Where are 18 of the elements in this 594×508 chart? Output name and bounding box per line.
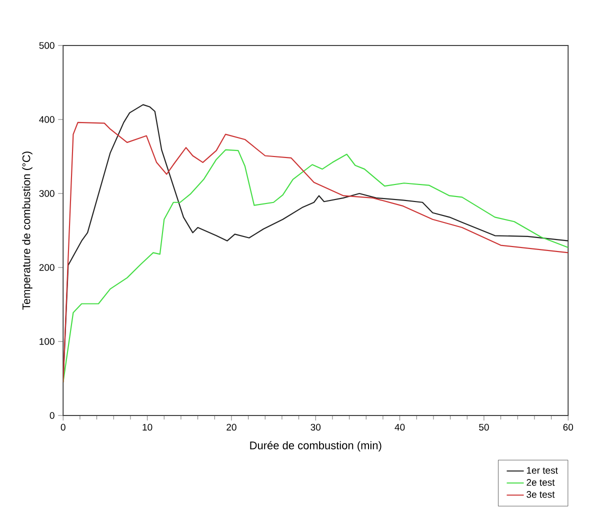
y-tick-label: 0 bbox=[50, 412, 54, 419]
x-tick-label: 20 bbox=[226, 424, 236, 431]
y-tick-label: 400 bbox=[39, 116, 54, 123]
x-tick-label: 40 bbox=[394, 424, 405, 431]
x-tick-label: 0 bbox=[60, 424, 66, 431]
x-tick-label: 30 bbox=[310, 424, 321, 431]
legend-label: 1er test bbox=[526, 467, 558, 474]
x-axis-title: Durée de combustion (min) bbox=[250, 441, 382, 452]
x-tick-label: 60 bbox=[563, 424, 574, 431]
y-tick-label: 300 bbox=[39, 190, 54, 197]
x-tick-label: 50 bbox=[479, 424, 489, 431]
x-tick-label: 10 bbox=[142, 424, 152, 431]
y-tick-label: 100 bbox=[40, 338, 54, 345]
y-tick-label: 500 bbox=[39, 42, 54, 49]
y-axis-title: Temperature de combustion (°C) bbox=[22, 152, 32, 310]
legend-label: 3e test bbox=[526, 491, 555, 498]
legend-label: 2e test bbox=[526, 479, 555, 486]
y-tick-label: 200 bbox=[39, 264, 54, 271]
